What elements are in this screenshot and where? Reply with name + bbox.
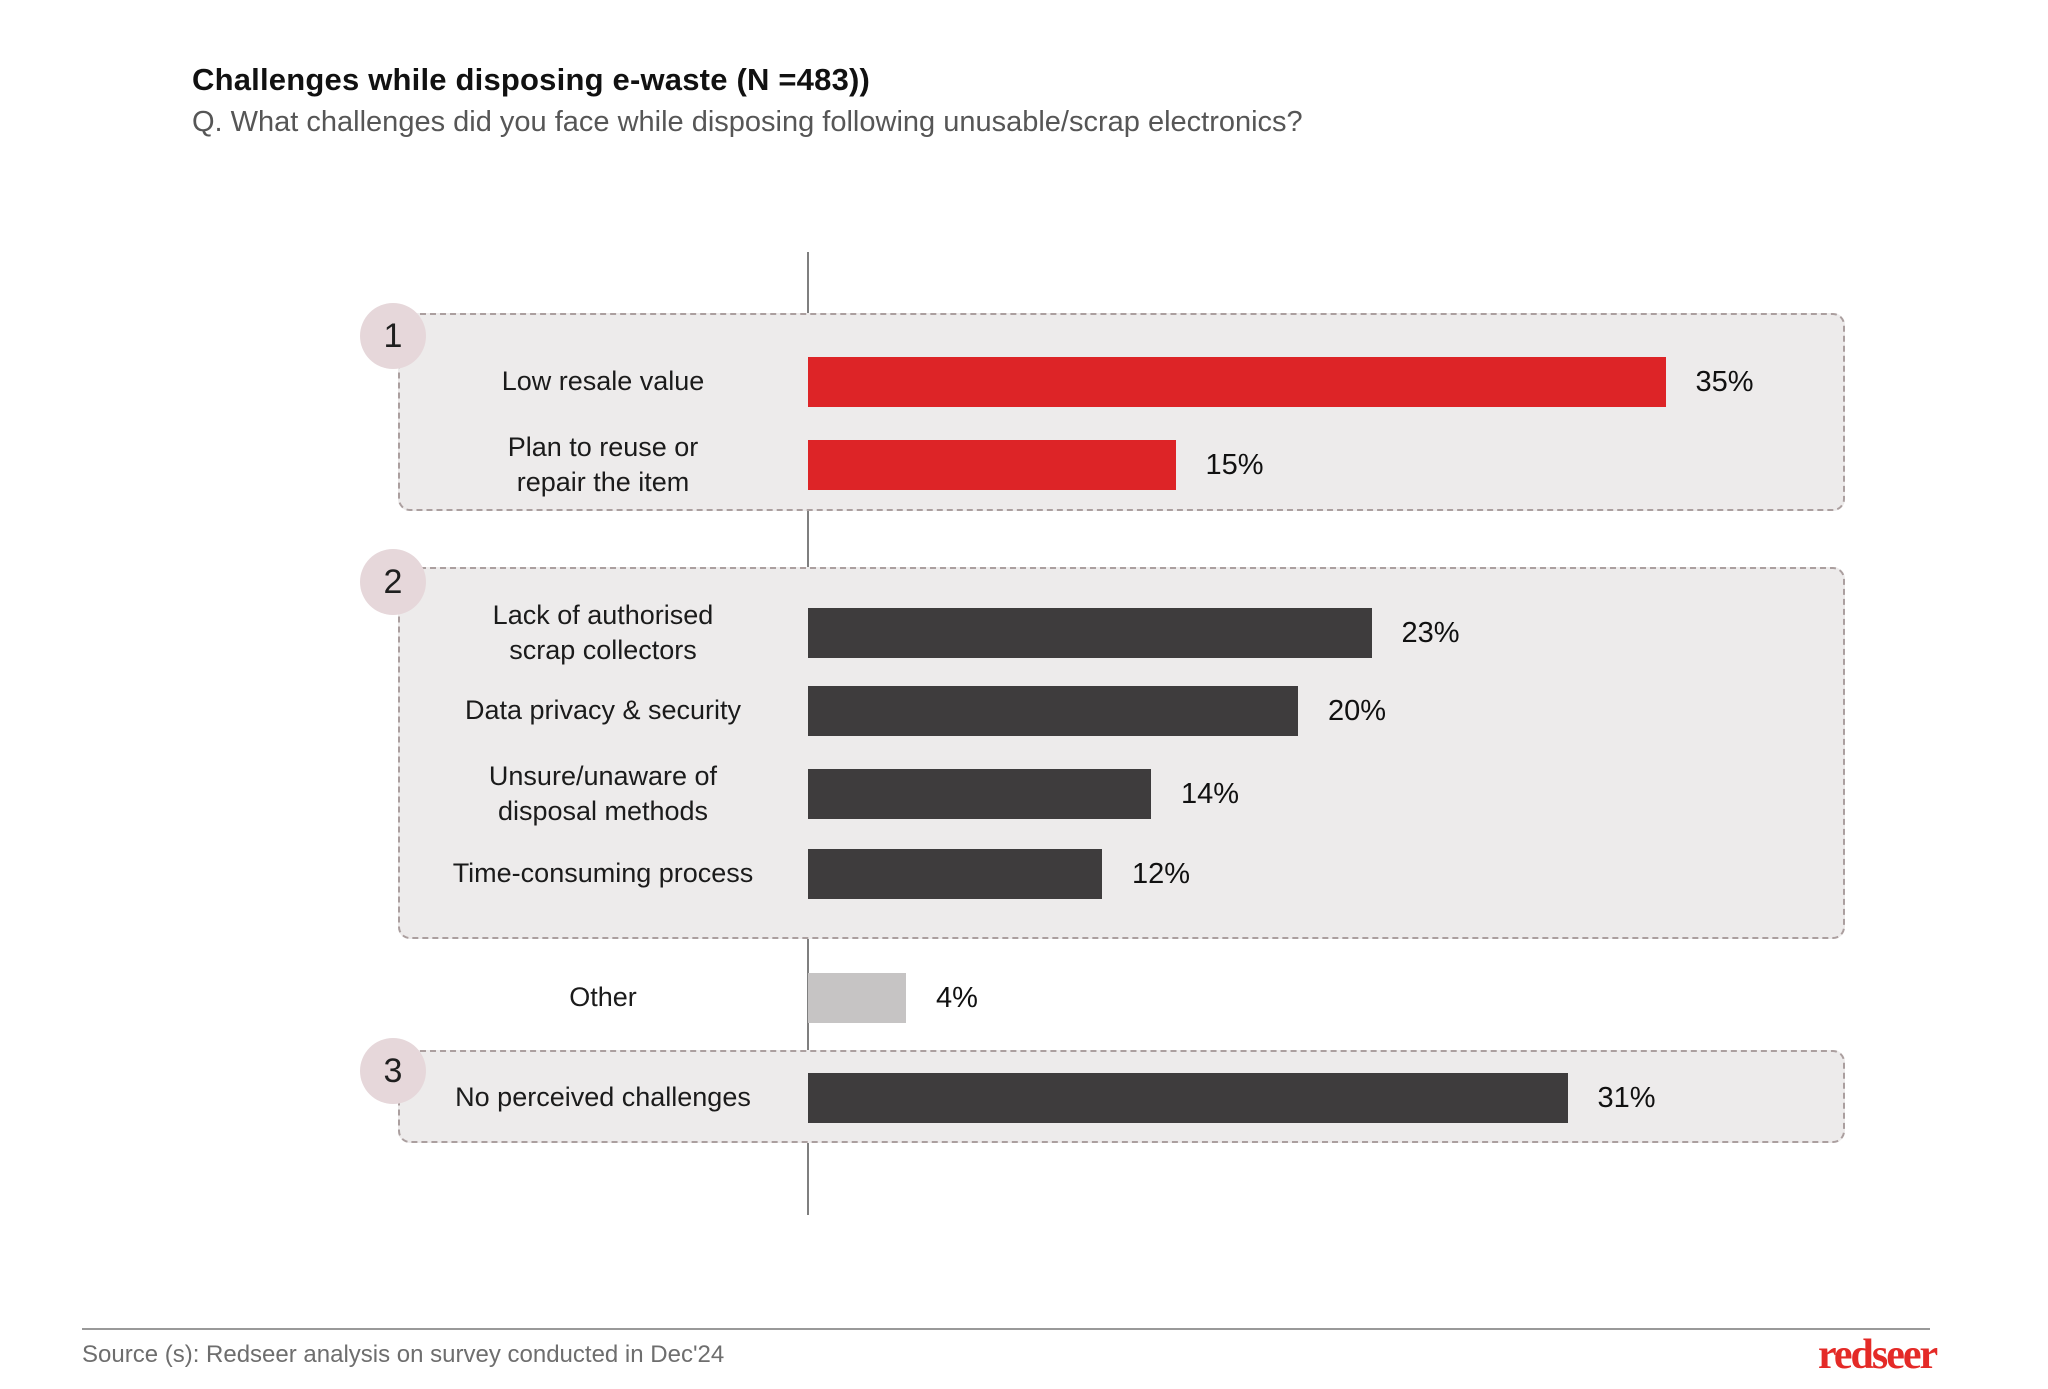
bar-lack-of-collectors <box>808 608 1372 658</box>
category-label: Plan to reuse or repair the item <box>507 431 699 497</box>
value-label: 15% <box>1205 448 1264 481</box>
bar-data-privacy <box>808 686 1298 736</box>
category-label: Time-consuming process <box>452 858 754 889</box>
survey-question: Q. What challenges did you face while di… <box>192 106 1303 138</box>
category-label: No perceived challenges <box>455 1082 751 1113</box>
category-label: Other <box>569 982 637 1013</box>
source-text: Source (s): Redseer analysis on survey c… <box>82 1341 725 1368</box>
chart-row: No perceived challenges 31% <box>398 1073 1845 1123</box>
value-label: 14% <box>1181 777 1240 810</box>
value-label: 31% <box>1597 1081 1656 1114</box>
bar-other <box>808 973 906 1023</box>
group-badge-2: 2 <box>360 549 426 615</box>
chart-row: Time-consuming process 12% <box>398 849 1845 899</box>
chart-row: Low resale value 35% <box>398 357 1845 407</box>
category-label: Lack of authorised scrap collectors <box>492 599 714 665</box>
bar-unsure-unaware <box>808 769 1151 819</box>
category-label: Low resale value <box>501 366 705 397</box>
bar-no-perceived-challenges <box>808 1073 1568 1123</box>
bar-time-consuming <box>808 849 1102 899</box>
category-label: Data privacy & security <box>464 695 742 726</box>
redseer-logo: redseer <box>1818 1332 1938 1378</box>
chart-row: Lack of authorised scrap collectors 23% <box>398 600 1845 665</box>
group-badge-3: 3 <box>360 1038 426 1104</box>
value-label: 35% <box>1695 365 1754 398</box>
bar-low-resale-value <box>808 357 1666 407</box>
chart-row: Other 4% <box>398 973 1845 1023</box>
chart-row: Data privacy & security 20% <box>398 686 1845 736</box>
category-label: Unsure/unaware of disposal methods <box>488 760 718 826</box>
group-box-3 <box>398 1050 1845 1143</box>
value-label: 4% <box>936 981 978 1014</box>
value-label: 12% <box>1132 857 1191 890</box>
footer-divider <box>82 1328 1930 1330</box>
group-badge-1: 1 <box>360 303 426 369</box>
chart-row: Unsure/unaware of disposal methods 14% <box>398 761 1845 826</box>
value-label: 23% <box>1401 616 1460 649</box>
bar-plan-to-reuse <box>808 440 1176 490</box>
page-title: Challenges while disposing e-waste (N =4… <box>192 62 871 97</box>
chart-row: Plan to reuse or repair the item 15% <box>398 432 1845 497</box>
value-label: 20% <box>1328 694 1387 727</box>
